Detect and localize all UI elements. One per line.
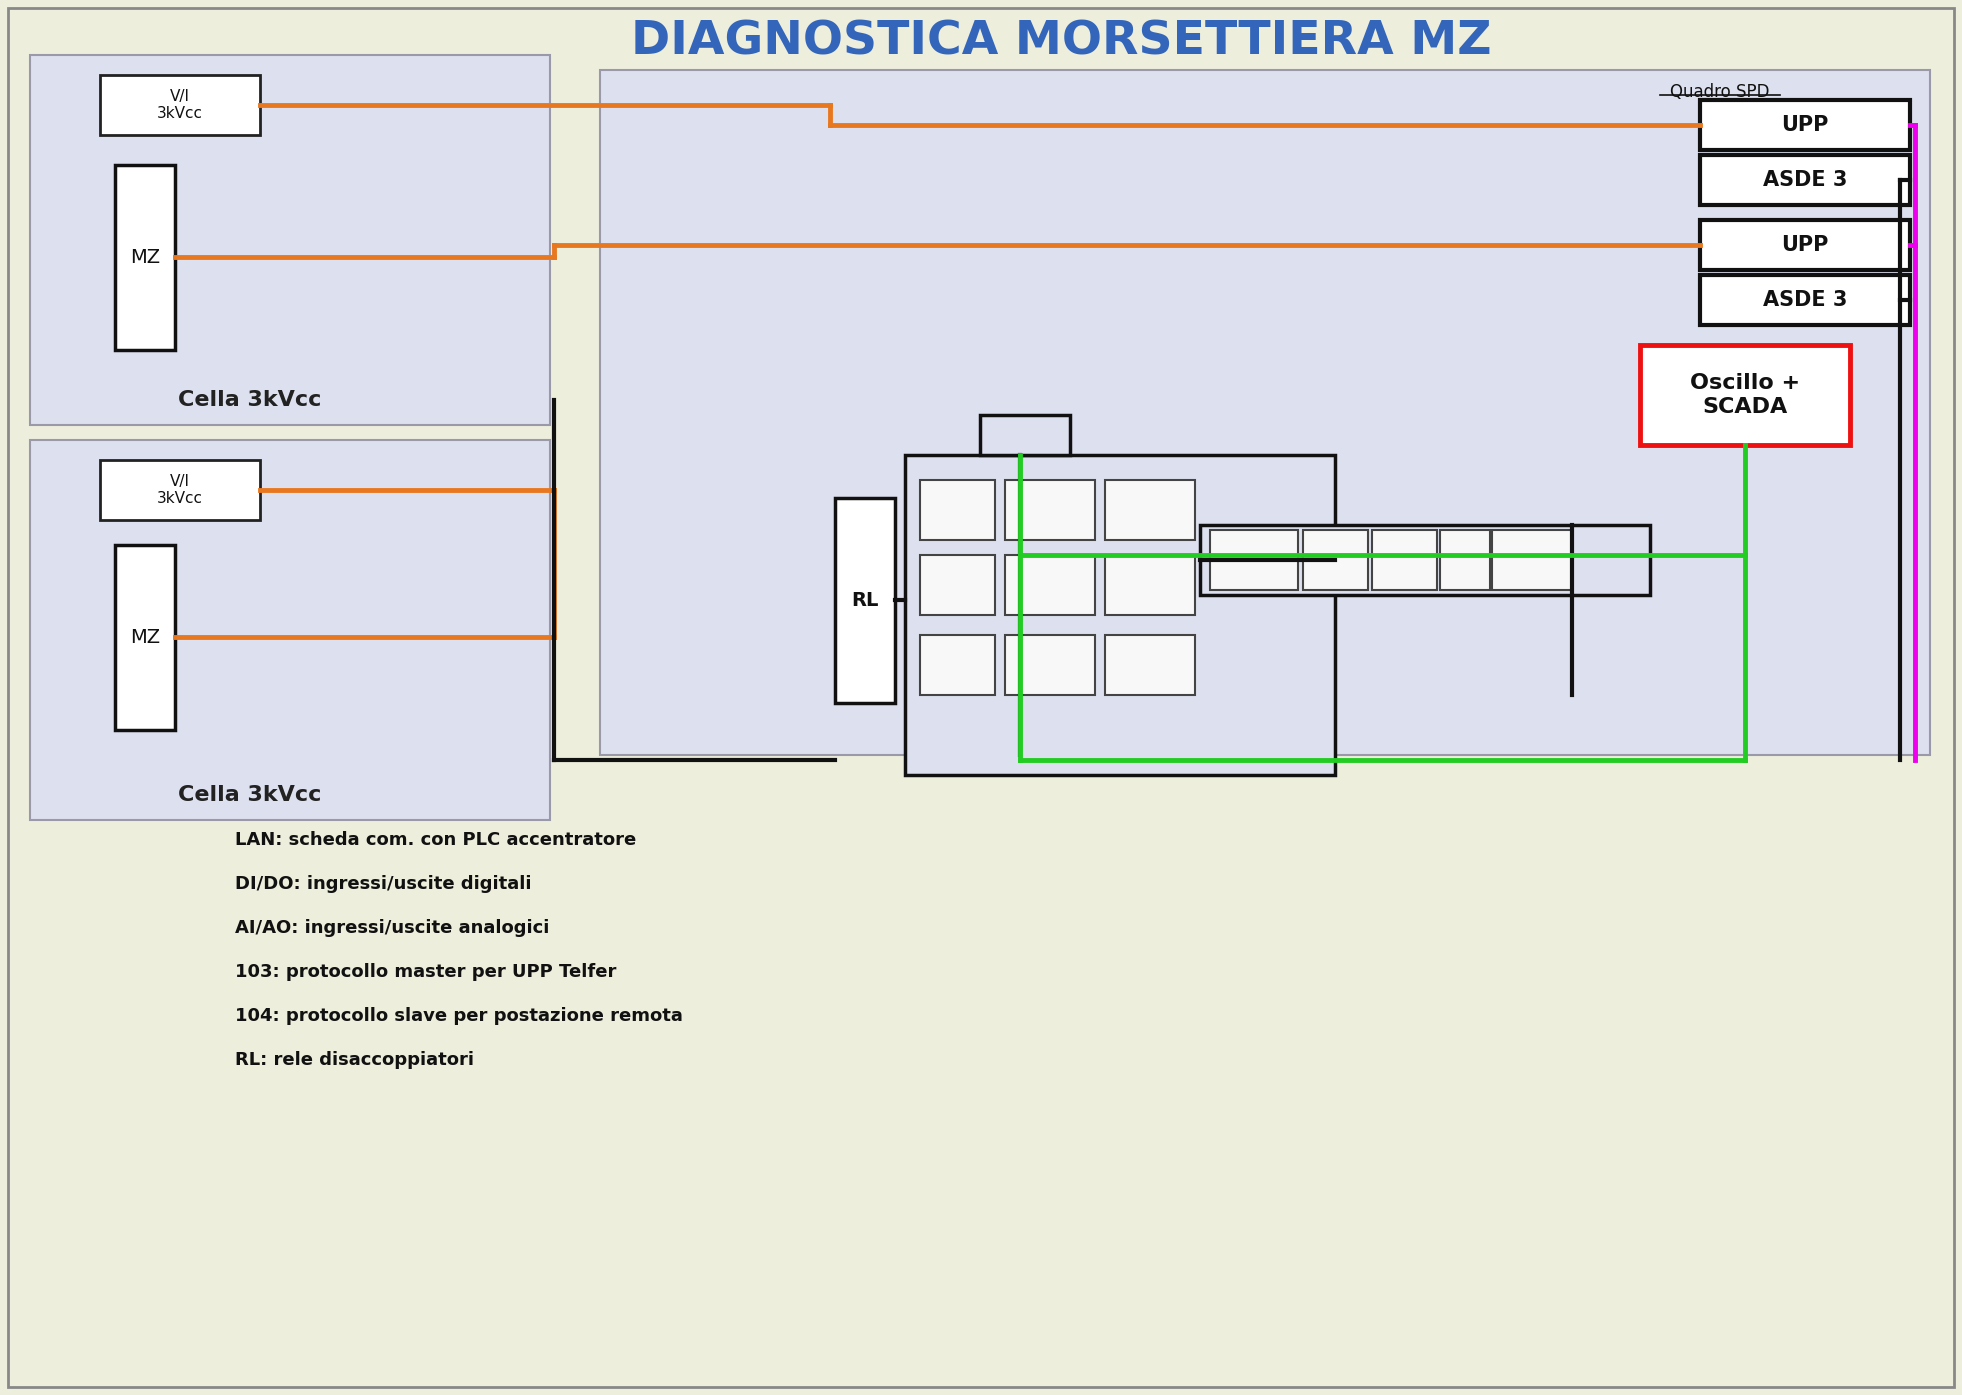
Text: AI/AO: AI/AO — [1128, 502, 1171, 518]
Bar — [1371, 530, 1436, 590]
Text: DI/DO: DI/DO — [1028, 657, 1073, 672]
Bar — [600, 70, 1931, 755]
Bar — [1211, 530, 1299, 590]
Bar — [116, 165, 175, 350]
Text: 104: protocollo slave per postazione remota: 104: protocollo slave per postazione rem… — [235, 1007, 683, 1025]
Text: DI: DI — [1458, 552, 1473, 568]
Text: DI/DO: DI/DO — [1028, 578, 1073, 593]
Text: RL: RL — [852, 591, 879, 610]
Bar — [920, 635, 995, 695]
Text: MZ: MZ — [129, 248, 161, 266]
Text: IM: IM — [950, 578, 967, 593]
Bar — [1699, 220, 1909, 271]
Text: MZ: MZ — [129, 628, 161, 647]
Bar — [904, 455, 1334, 776]
Bar — [1005, 555, 1095, 615]
Text: DI/DO: ingressi/uscite digitali: DI/DO: ingressi/uscite digitali — [235, 875, 532, 893]
Bar — [920, 555, 995, 615]
Bar — [1005, 635, 1095, 695]
Text: net: net — [1322, 552, 1348, 568]
Text: IM: IM — [950, 502, 967, 518]
Bar — [920, 480, 995, 540]
Bar — [1699, 275, 1909, 325]
Bar — [1491, 530, 1572, 590]
Text: CPU: CPU — [1238, 552, 1269, 568]
Text: LAN: scheda com. con PLC accentratore: LAN: scheda com. con PLC accentratore — [235, 831, 636, 850]
Bar — [1201, 525, 1650, 596]
Bar — [29, 54, 549, 425]
Bar — [1105, 635, 1195, 695]
Bar — [1699, 155, 1909, 205]
Text: Cella 3kVcc: Cella 3kVcc — [179, 391, 322, 410]
Bar — [1440, 530, 1489, 590]
Bar — [1640, 345, 1850, 445]
Text: 103: 103 — [1517, 552, 1546, 568]
Text: V/I
3kVcc: V/I 3kVcc — [157, 89, 202, 121]
Bar — [1303, 530, 1368, 590]
Text: UPP: UPP — [1781, 114, 1829, 135]
Text: RL: rele disaccoppiatori: RL: rele disaccoppiatori — [235, 1050, 475, 1069]
Text: DIAGNOSTICA MORSETTIERA MZ: DIAGNOSTICA MORSETTIERA MZ — [630, 20, 1491, 64]
Text: DI/DO: DI/DO — [1028, 502, 1073, 518]
Text: ASDE 3: ASDE 3 — [1762, 170, 1846, 190]
Text: AI/AO: ingressi/uscite analogici: AI/AO: ingressi/uscite analogici — [235, 919, 549, 937]
Bar — [979, 414, 1069, 455]
Text: AI/AO: AI/AO — [1128, 578, 1171, 593]
Bar — [116, 545, 175, 730]
Bar — [1105, 480, 1195, 540]
Text: 103: protocollo master per UPP Telfer: 103: protocollo master per UPP Telfer — [235, 963, 616, 981]
Text: UPP: UPP — [1781, 234, 1829, 255]
Text: V/I
3kVcc: V/I 3kVcc — [157, 474, 202, 506]
Text: IM: IM — [950, 657, 967, 672]
Bar — [1699, 100, 1909, 151]
Bar — [836, 498, 895, 703]
Bar — [100, 460, 261, 520]
Text: AI/AO: AI/AO — [1128, 657, 1171, 672]
Text: Oscillo +
SCADA: Oscillo + SCADA — [1689, 374, 1799, 417]
Text: Quadro SPD: Quadro SPD — [1670, 82, 1770, 100]
Text: 104: 104 — [1389, 552, 1419, 568]
Bar — [1105, 555, 1195, 615]
Bar — [100, 75, 261, 135]
Bar — [29, 439, 549, 820]
Text: ASDE 3: ASDE 3 — [1762, 290, 1846, 310]
Text: Cella 3kVcc: Cella 3kVcc — [179, 785, 322, 805]
Bar — [1005, 480, 1095, 540]
